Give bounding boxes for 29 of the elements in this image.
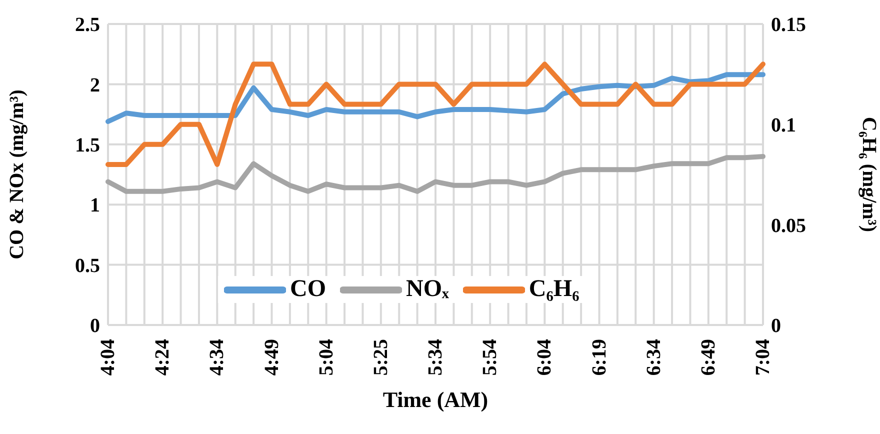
x-tick-label: 6:19 xyxy=(588,339,610,376)
y-tick-label: 2 xyxy=(90,74,100,96)
legend-label: CO xyxy=(290,276,326,303)
y-tick-label: 0.5 xyxy=(75,254,100,277)
x-tick-label: 7:04 xyxy=(752,339,774,376)
x-axis-title: Time (AM) xyxy=(382,387,488,412)
x-tick-label: 4:24 xyxy=(152,339,174,376)
y-tick-label: 2.5 xyxy=(75,14,100,36)
legend-label: NOₓ xyxy=(406,276,449,303)
y-tick-label: 1 xyxy=(90,194,100,217)
legend-label: C₆H₆ xyxy=(528,276,580,303)
x-tick-label: 5:34 xyxy=(424,339,446,376)
y2-tick-label: 0.1 xyxy=(771,114,796,136)
y2-tick-label: 0.05 xyxy=(771,214,806,237)
y-tick-label: 0 xyxy=(90,315,100,338)
x-tick-label: 4:34 xyxy=(206,339,228,376)
y2-axis-title: C₆H₆ (mg/m³) xyxy=(858,116,880,232)
y2-tick-label: 0 xyxy=(771,315,781,338)
x-tick-label: 5:25 xyxy=(370,339,392,376)
x-tick-label: 6:49 xyxy=(697,339,720,376)
x-tick-label: 5:54 xyxy=(479,339,502,376)
y-axis-title: CO & NOx (mg/m³) xyxy=(6,90,28,260)
x-tick-label: 4:49 xyxy=(260,339,283,376)
y-tick-label: 1.5 xyxy=(75,134,100,156)
x-tick-label: 4:04 xyxy=(97,339,119,376)
y2-tick-label: 0.15 xyxy=(771,14,806,36)
x-tick-label: 6:04 xyxy=(534,339,556,376)
x-tick-label: 6:34 xyxy=(642,339,665,376)
x-tick-label: 5:04 xyxy=(315,339,338,376)
